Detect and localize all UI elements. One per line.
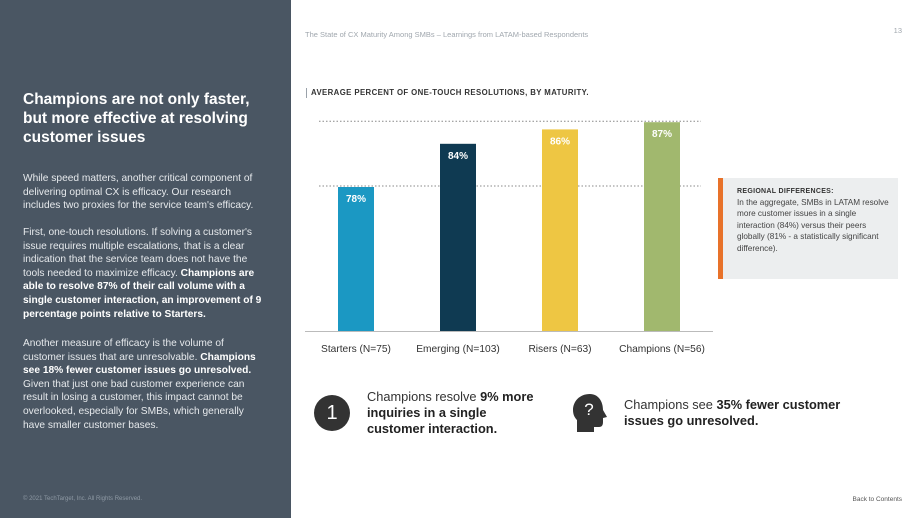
stat-unresolved: Champions see 35% fewer customer issues … bbox=[624, 397, 854, 429]
chart-title-wrap: AVERAGE PERCENT OF ONE-TOUCH RESOLUTIONS… bbox=[306, 88, 589, 98]
bar-value-label-0: 78% bbox=[346, 194, 366, 205]
callout-heading: REGIONAL DIFFERENCES: bbox=[737, 188, 834, 195]
paragraph-unresolved: Another measure of efficacy is the volum… bbox=[23, 337, 268, 432]
category-label-2: Risers (N=63) bbox=[528, 344, 591, 355]
left-panel: Champions are not only faster, but more … bbox=[0, 0, 291, 518]
number-one-icon: 1 bbox=[314, 395, 350, 431]
bar-2 bbox=[542, 129, 578, 331]
stat-unresolved-highlight: 35% fewer customer issues go unresolved. bbox=[624, 397, 841, 428]
paragraph-one-touch: First, one-touch resolutions. If solving… bbox=[23, 226, 268, 321]
page-number: 13 bbox=[893, 26, 902, 35]
category-label-0: Starters (N=75) bbox=[321, 344, 391, 355]
stat-one-touch-highlight: 9% more inquiries in a single customer i… bbox=[367, 389, 534, 436]
callout-text: In the aggregate, SMBs in LATAM resolve … bbox=[737, 198, 889, 253]
paragraph-one-touch-text: First, one-touch resolutions. If solving… bbox=[23, 227, 252, 279]
bar-0 bbox=[338, 187, 374, 331]
bar-chart: 78% Starters (N=75) 84% Emerging (N=103) 86%… bbox=[305, 120, 713, 355]
bar-value-label-1: 84% bbox=[448, 151, 468, 162]
head-question-icon: ? bbox=[573, 394, 607, 432]
paragraph-unresolved-highlight: Champions see 18% fewer customer issues … bbox=[23, 351, 256, 377]
stat-one-touch: Champions resolve 9% more inquiries in a… bbox=[367, 389, 537, 437]
headline: Champions are not only faster, but more … bbox=[23, 91, 250, 146]
bar-value-label-3: 87% bbox=[652, 129, 672, 140]
copyright: © 2021 TechTarget, Inc. All Rights Reser… bbox=[23, 496, 143, 502]
question-mark-glyph: ? bbox=[584, 400, 593, 419]
paragraph-unresolved-text: Another measure of efficacy is the volum… bbox=[23, 338, 224, 363]
stat-unresolved-text: Champions see bbox=[624, 397, 717, 412]
chart-title: AVERAGE PERCENT OF ONE-TOUCH RESOLUTIONS… bbox=[311, 88, 589, 97]
bar-1 bbox=[440, 143, 476, 331]
category-label-3: Champions (N=56) bbox=[619, 344, 705, 355]
category-label-1: Emerging (N=103) bbox=[416, 344, 500, 355]
paragraph-efficacy: While speed matters, another critical co… bbox=[23, 173, 254, 212]
back-to-contents-link[interactable]: Back to Contents bbox=[852, 496, 903, 503]
document-title: The State of CX Maturity Among SMBs – Le… bbox=[305, 30, 589, 39]
paragraph-unresolved-tail: Given that just one bad customer experie… bbox=[23, 378, 245, 431]
bar-value-label-2: 86% bbox=[550, 136, 570, 147]
paragraph-one-touch-highlight: Champions are able to resolve 87% of the… bbox=[23, 267, 262, 320]
regional-differences-callout: REGIONAL DIFFERENCES: In the aggregate, … bbox=[718, 178, 898, 279]
bar-3 bbox=[644, 122, 680, 331]
stat-one-touch-text: Champions resolve bbox=[367, 389, 481, 404]
